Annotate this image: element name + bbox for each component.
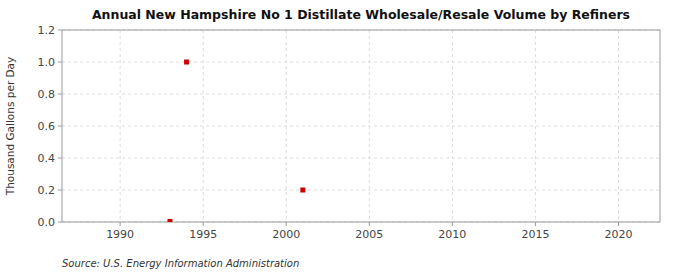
tick bbox=[452, 222, 453, 226]
tick bbox=[58, 190, 62, 191]
tick-label: 1990 bbox=[106, 228, 134, 241]
grid bbox=[62, 30, 660, 222]
tick-label: 0.2 bbox=[38, 184, 56, 197]
grid-line bbox=[618, 30, 619, 222]
grid-line bbox=[62, 158, 660, 159]
tick-label: 0.6 bbox=[38, 120, 56, 133]
tick-label: 1995 bbox=[189, 228, 217, 241]
chart: 1990 1995 2000 2005 2010 2015 2020 0.0 0.2 0.4 0.6… bbox=[0, 0, 675, 275]
tick-label: 0.4 bbox=[38, 152, 56, 165]
tick bbox=[618, 222, 619, 226]
axes: 1990 1995 2000 2005 2010 2015 2020 0.0 0.2 0.4 0.6… bbox=[38, 24, 633, 241]
tick bbox=[58, 158, 62, 159]
tick bbox=[58, 30, 62, 31]
tick bbox=[58, 94, 62, 95]
tick bbox=[120, 222, 121, 226]
tick-label: 2015 bbox=[521, 228, 549, 241]
point bbox=[167, 219, 172, 222]
point bbox=[300, 188, 305, 193]
grid-line bbox=[62, 94, 660, 95]
grid-line bbox=[120, 30, 121, 222]
grid-line bbox=[62, 126, 660, 127]
plot-frame bbox=[62, 30, 660, 222]
tick-label: 1.0 bbox=[38, 56, 56, 69]
point bbox=[184, 60, 189, 65]
tick bbox=[203, 222, 204, 226]
title: Annual New Hampshire No 1 Distillate Who… bbox=[92, 7, 630, 22]
tick-label: 0.8 bbox=[38, 88, 56, 101]
grid-line bbox=[535, 30, 536, 222]
tick bbox=[58, 222, 62, 223]
tick-label: 1.2 bbox=[38, 24, 56, 37]
tick bbox=[58, 126, 62, 127]
plot-area bbox=[62, 30, 660, 222]
grid-line bbox=[62, 190, 660, 191]
tick-label: 2005 bbox=[355, 228, 383, 241]
points bbox=[167, 60, 305, 223]
y-axis-label: Thousand Gallons per Day bbox=[4, 57, 16, 197]
tick bbox=[369, 222, 370, 226]
tick bbox=[535, 222, 536, 226]
tick bbox=[58, 62, 62, 63]
tick bbox=[286, 222, 287, 226]
tick-label: 2000 bbox=[272, 228, 300, 241]
grid-line bbox=[62, 62, 660, 63]
tick-label: 0.0 bbox=[38, 216, 56, 229]
tick-label: 2020 bbox=[604, 228, 632, 241]
tick-label: 2010 bbox=[438, 228, 466, 241]
source: Source: U.S. Energy Information Administ… bbox=[62, 258, 299, 269]
